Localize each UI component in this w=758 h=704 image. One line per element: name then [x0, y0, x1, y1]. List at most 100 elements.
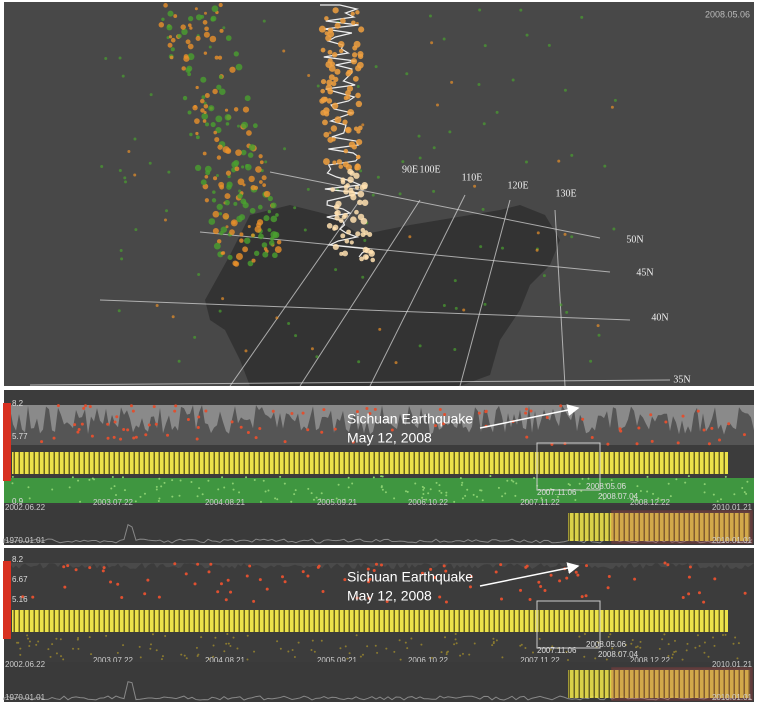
event-dot	[468, 653, 471, 656]
event-dot	[200, 76, 207, 83]
event-dot	[229, 645, 232, 648]
event-dot	[401, 160, 405, 164]
event-dot	[345, 126, 352, 134]
event-dot	[501, 656, 504, 659]
event-dot	[77, 647, 80, 650]
event-dot	[742, 433, 746, 437]
event-dot	[435, 103, 439, 107]
event-dot	[226, 184, 232, 190]
event-dot	[335, 497, 338, 500]
event-dot	[331, 102, 339, 110]
event-dot	[37, 640, 40, 643]
magnitude-label: 5.77	[12, 432, 28, 441]
event-dot	[346, 69, 352, 75]
event-dot	[170, 47, 175, 52]
event-dot	[76, 430, 80, 434]
event-dot	[62, 565, 66, 569]
event-dot	[355, 100, 363, 108]
event-dot	[203, 51, 208, 55]
event-dot	[217, 488, 220, 491]
event-dot	[483, 44, 487, 48]
event-dot	[275, 213, 279, 217]
event-dot	[360, 232, 366, 238]
event-dot	[667, 654, 670, 657]
event-dot	[320, 430, 324, 434]
event-dot	[404, 490, 407, 493]
event-dot	[180, 24, 186, 30]
event-dot	[710, 426, 714, 430]
event-dot	[686, 642, 689, 645]
event-dot	[464, 494, 467, 497]
event-dot	[245, 163, 249, 168]
event-dot	[171, 495, 174, 498]
event-dot	[186, 418, 190, 422]
event-dot	[187, 43, 194, 50]
event-dot	[225, 122, 230, 126]
event-dot	[724, 633, 727, 636]
event-dot	[355, 231, 361, 237]
event-dot	[290, 411, 294, 415]
event-dot	[152, 405, 156, 409]
event-dot	[11, 475, 14, 478]
event-dot	[242, 106, 250, 113]
event-dot	[438, 484, 441, 487]
event-dot	[313, 650, 316, 653]
event-dot	[442, 303, 446, 307]
event-dot	[306, 187, 310, 191]
event-dot	[414, 482, 417, 485]
event-dot	[216, 203, 223, 211]
event-dot	[681, 658, 684, 661]
event-dot	[258, 427, 262, 431]
event-dot	[385, 600, 389, 604]
event-dot	[27, 637, 30, 640]
event-dot	[394, 361, 398, 365]
event-dot	[229, 590, 233, 594]
event-dot	[606, 586, 610, 590]
event-dot	[660, 498, 663, 501]
annotation-arrow	[479, 562, 580, 587]
event-dot	[254, 250, 260, 256]
event-dot	[239, 238, 244, 243]
event-dot	[259, 180, 263, 184]
event-dot	[477, 411, 481, 415]
event-dot	[707, 442, 711, 446]
event-dot	[469, 575, 473, 579]
event-dot	[117, 309, 121, 313]
event-dot	[583, 633, 586, 636]
event-dot	[215, 174, 219, 178]
event-dot	[358, 26, 365, 33]
event-dot	[226, 578, 230, 582]
event-dot	[215, 115, 223, 123]
event-dot	[663, 561, 667, 565]
event-dot	[71, 476, 74, 479]
event-dot	[334, 116, 342, 124]
event-dot	[340, 18, 346, 24]
event-dot	[428, 14, 432, 18]
event-dot	[675, 478, 678, 481]
event-dot	[262, 479, 265, 482]
event-dot	[200, 108, 205, 113]
event-dot	[118, 168, 122, 172]
event-dot	[132, 436, 136, 440]
event-dot	[663, 633, 666, 636]
event-dot	[354, 209, 359, 215]
event-dot	[743, 491, 746, 494]
overview-epoch: 1970.01.01	[5, 693, 46, 702]
event-dot	[482, 122, 486, 126]
event-dot	[687, 592, 691, 596]
event-dot	[373, 407, 377, 411]
event-dot	[216, 590, 220, 594]
event-dot	[147, 423, 151, 427]
event-dot	[320, 492, 323, 495]
event-dot	[225, 225, 229, 229]
event-dot	[649, 413, 653, 417]
event-dot	[204, 174, 209, 179]
event-dot	[173, 562, 177, 566]
event-dot	[210, 17, 215, 22]
latitude-label: 35N	[673, 374, 690, 385]
event-dot	[232, 488, 235, 491]
event-dot	[131, 409, 135, 413]
event-dot	[200, 98, 205, 104]
event-dot	[696, 634, 699, 637]
event-dot	[594, 657, 597, 660]
